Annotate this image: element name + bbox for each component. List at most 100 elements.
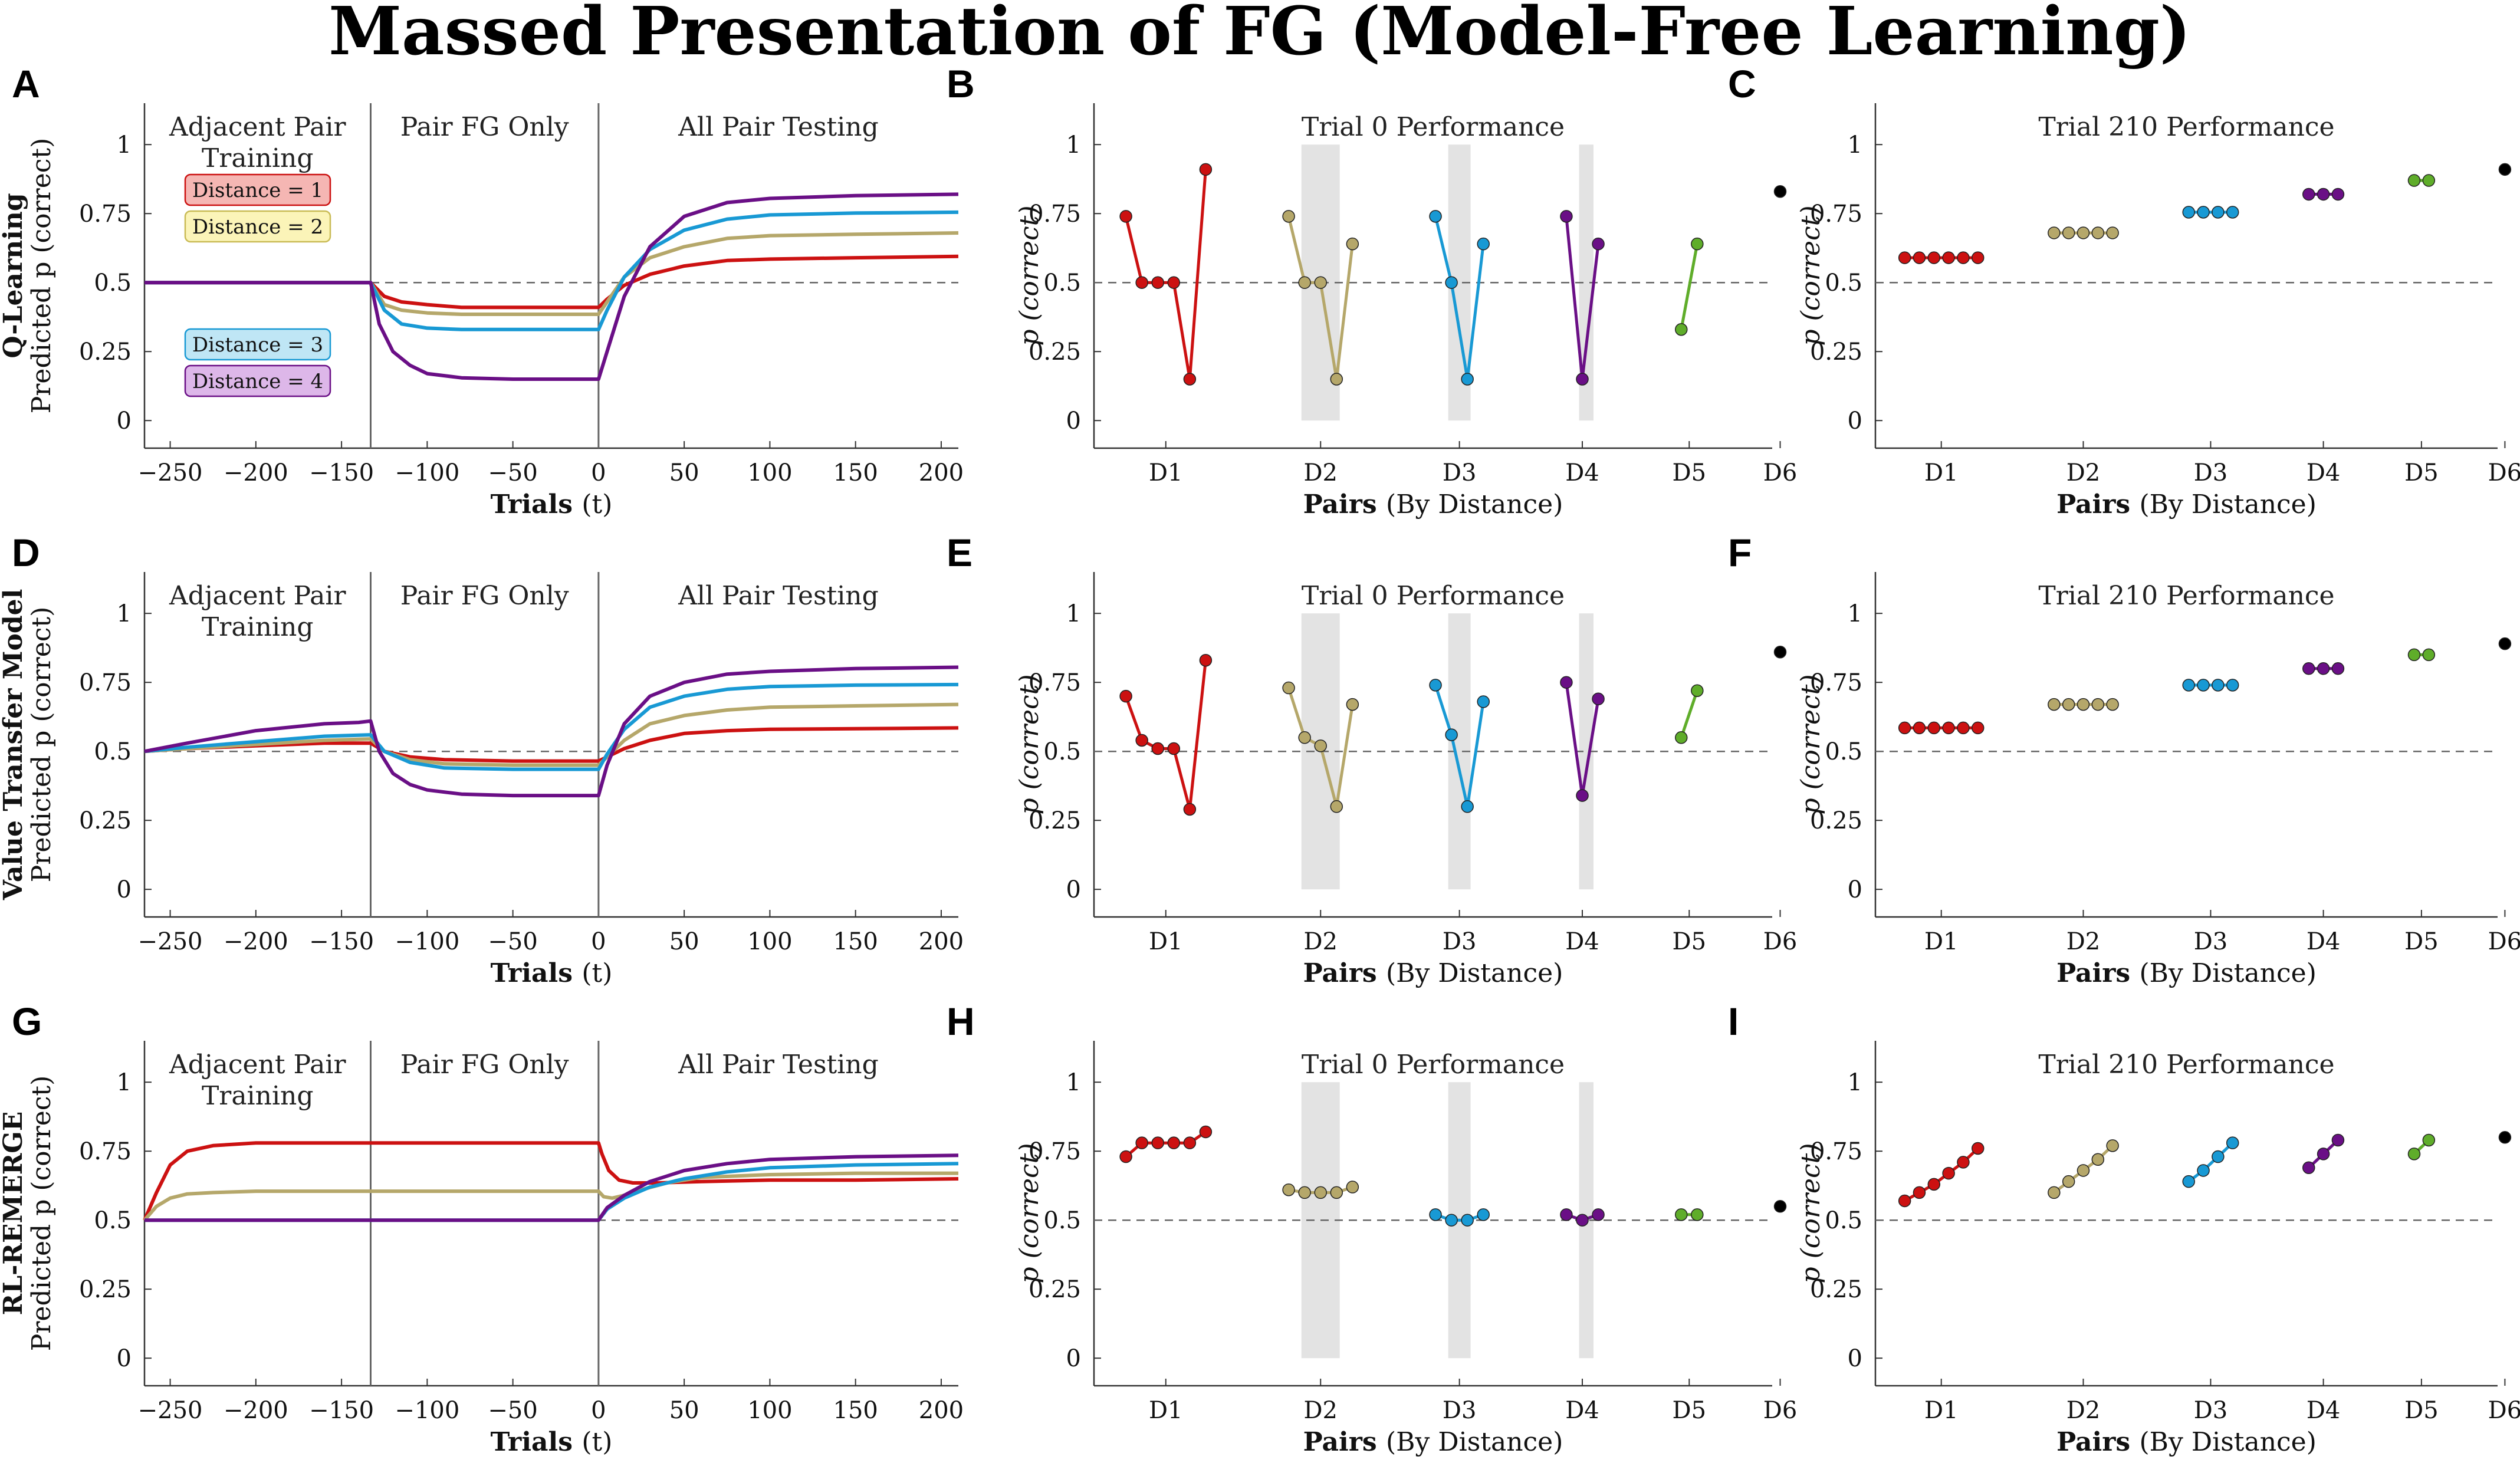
x-tick-label-D4: D4 <box>2307 928 2341 955</box>
data-point-D4 <box>1592 1208 1605 1221</box>
x-tick-label: 0 <box>591 1397 606 1424</box>
phase-label-training: Adjacent Pair <box>169 112 346 142</box>
x-tick-label: −100 <box>395 459 459 486</box>
data-point-D2 <box>1282 681 1295 695</box>
phase-label-fg: Pair FG Only <box>400 581 569 611</box>
data-point-D2 <box>1314 276 1327 289</box>
x-tick-label-D3: D3 <box>2194 1397 2228 1424</box>
x-tick-label: 200 <box>919 1397 964 1424</box>
x-tick-label-D2: D2 <box>2066 459 2101 486</box>
data-point-D1 <box>1119 1150 1132 1163</box>
x-tick-label: 50 <box>669 928 699 955</box>
x-axis-label-bold: Pairs <box>2056 1427 2139 1457</box>
x-tick-label-D2: D2 <box>1303 928 1338 955</box>
x-tick-label: 0 <box>591 928 606 955</box>
x-axis-label: Pairs (By Distance) <box>2056 1427 2317 1457</box>
x-tick-label: −250 <box>138 1397 203 1424</box>
x-tick-label-D4: D4 <box>1565 1397 1599 1424</box>
data-point-D2 <box>2062 1175 2075 1188</box>
x-tick-label: 150 <box>833 459 878 486</box>
data-point-D2 <box>1298 731 1311 744</box>
x-tick-label: −100 <box>395 1397 459 1424</box>
data-point-D1 <box>1972 251 1985 264</box>
data-point-D5 <box>1675 731 1688 744</box>
y-tick-label: 0.5 <box>94 269 132 297</box>
data-point-D1 <box>1942 251 1955 264</box>
data-point-D5 <box>1675 323 1688 336</box>
y-tick-label: 1 <box>117 1069 132 1096</box>
y-tick-label: 0.25 <box>1810 807 1862 834</box>
data-point-D5 <box>1691 237 1704 251</box>
data-point-D3 <box>1445 728 1458 741</box>
data-point-D3 <box>2212 679 2225 692</box>
data-point-D4 <box>2302 662 2315 675</box>
x-tick-label: −100 <box>395 928 459 955</box>
data-point-D3 <box>1477 695 1490 708</box>
data-point-D1 <box>1957 1156 1970 1169</box>
phase-label-fg: Pair FG Only <box>400 1050 569 1080</box>
data-point-D1 <box>1199 163 1213 176</box>
y-tick-label: 0.25 <box>1029 1276 1081 1303</box>
data-point-D6 <box>2498 1131 2512 1144</box>
data-point-D2 <box>1330 800 1343 813</box>
x-axis-label: Trials (t) <box>491 1427 613 1457</box>
x-axis-label-rest: (By Distance) <box>2140 489 2317 520</box>
x-axis-label: Trials (t) <box>491 958 613 988</box>
data-point-D2 <box>1282 1183 1295 1196</box>
data-point-D1 <box>1199 1125 1213 1139</box>
y-tick-label: 0 <box>117 1345 132 1372</box>
x-tick-label: 50 <box>669 1397 699 1424</box>
panel-B: B 0 0.25 0.5 0.75 1 p (correct) Pairs (By Dista… <box>947 62 1797 520</box>
x-tick-label-D2: D2 <box>2066 928 2101 955</box>
x-tick-label-D1: D1 <box>1924 928 1959 955</box>
x-tick-label: −150 <box>309 1397 374 1424</box>
data-point-D2 <box>2091 226 2105 239</box>
data-point-D4 <box>2331 188 2345 201</box>
x-tick-label-D6: D6 <box>2488 928 2520 955</box>
x-tick-label-D1: D1 <box>1149 459 1183 486</box>
figure-title: Massed Presentation of FG (Model-Free Le… <box>328 0 2191 70</box>
x-axis-label-bold: Trials <box>491 1427 582 1457</box>
data-point-D1 <box>1167 276 1181 289</box>
y-tick-label: 0.5 <box>1043 269 1081 297</box>
data-point-D2 <box>1346 1181 1359 1194</box>
data-point-D1 <box>1927 251 1941 264</box>
y-tick-label: 0.5 <box>1825 1207 1862 1234</box>
data-point-D1 <box>1927 1178 1941 1191</box>
y-axis-label: p (correct) <box>1796 674 1826 814</box>
y-tick-label: 0.5 <box>1043 1207 1081 1234</box>
x-axis-label-rest: (By Distance) <box>1386 489 1563 520</box>
phase-label-fg: Pair FG Only <box>400 112 569 142</box>
series-line-2 <box>144 231 959 316</box>
y-tick-label: 0.75 <box>1810 1138 1862 1165</box>
y-tick-label: 1 <box>1848 1069 1862 1096</box>
panel-label-A: A <box>12 62 40 106</box>
x-axis-label-rest: (t) <box>581 958 612 988</box>
data-point-D6 <box>1773 1200 1787 1213</box>
x-tick-label-D1: D1 <box>1149 928 1183 955</box>
y-tick-label: 0 <box>1848 876 1862 903</box>
y-tick-label: 0.25 <box>79 338 132 366</box>
row-title: Q-Learning <box>0 193 28 358</box>
data-point-D2 <box>1330 1186 1343 1199</box>
y-tick-label: 0.75 <box>1029 669 1081 696</box>
data-point-D3 <box>2197 206 2210 219</box>
data-point-D2 <box>2062 226 2075 239</box>
y-axis-label: Predicted p (correct) <box>27 138 57 413</box>
legend-box <box>184 173 331 206</box>
data-point-D1 <box>1167 1136 1181 1149</box>
group-line-D3 <box>1434 685 1485 807</box>
data-point-D3 <box>1445 1214 1458 1227</box>
x-tick-label: 150 <box>833 1397 878 1424</box>
data-point-D3 <box>2226 1136 2239 1149</box>
y-tick-label: 0.75 <box>1810 200 1862 228</box>
x-axis-label-rest: (By Distance) <box>1386 1427 1563 1457</box>
series-line-4 <box>144 1153 959 1222</box>
data-point-D1 <box>1942 721 1955 735</box>
x-axis-label-bold: Pairs <box>1303 958 1386 988</box>
data-point-D5 <box>2407 174 2421 187</box>
x-tick-label: −50 <box>488 928 537 955</box>
data-point-D2 <box>2077 1164 2090 1177</box>
y-axis-label: p (correct) <box>1014 205 1044 346</box>
